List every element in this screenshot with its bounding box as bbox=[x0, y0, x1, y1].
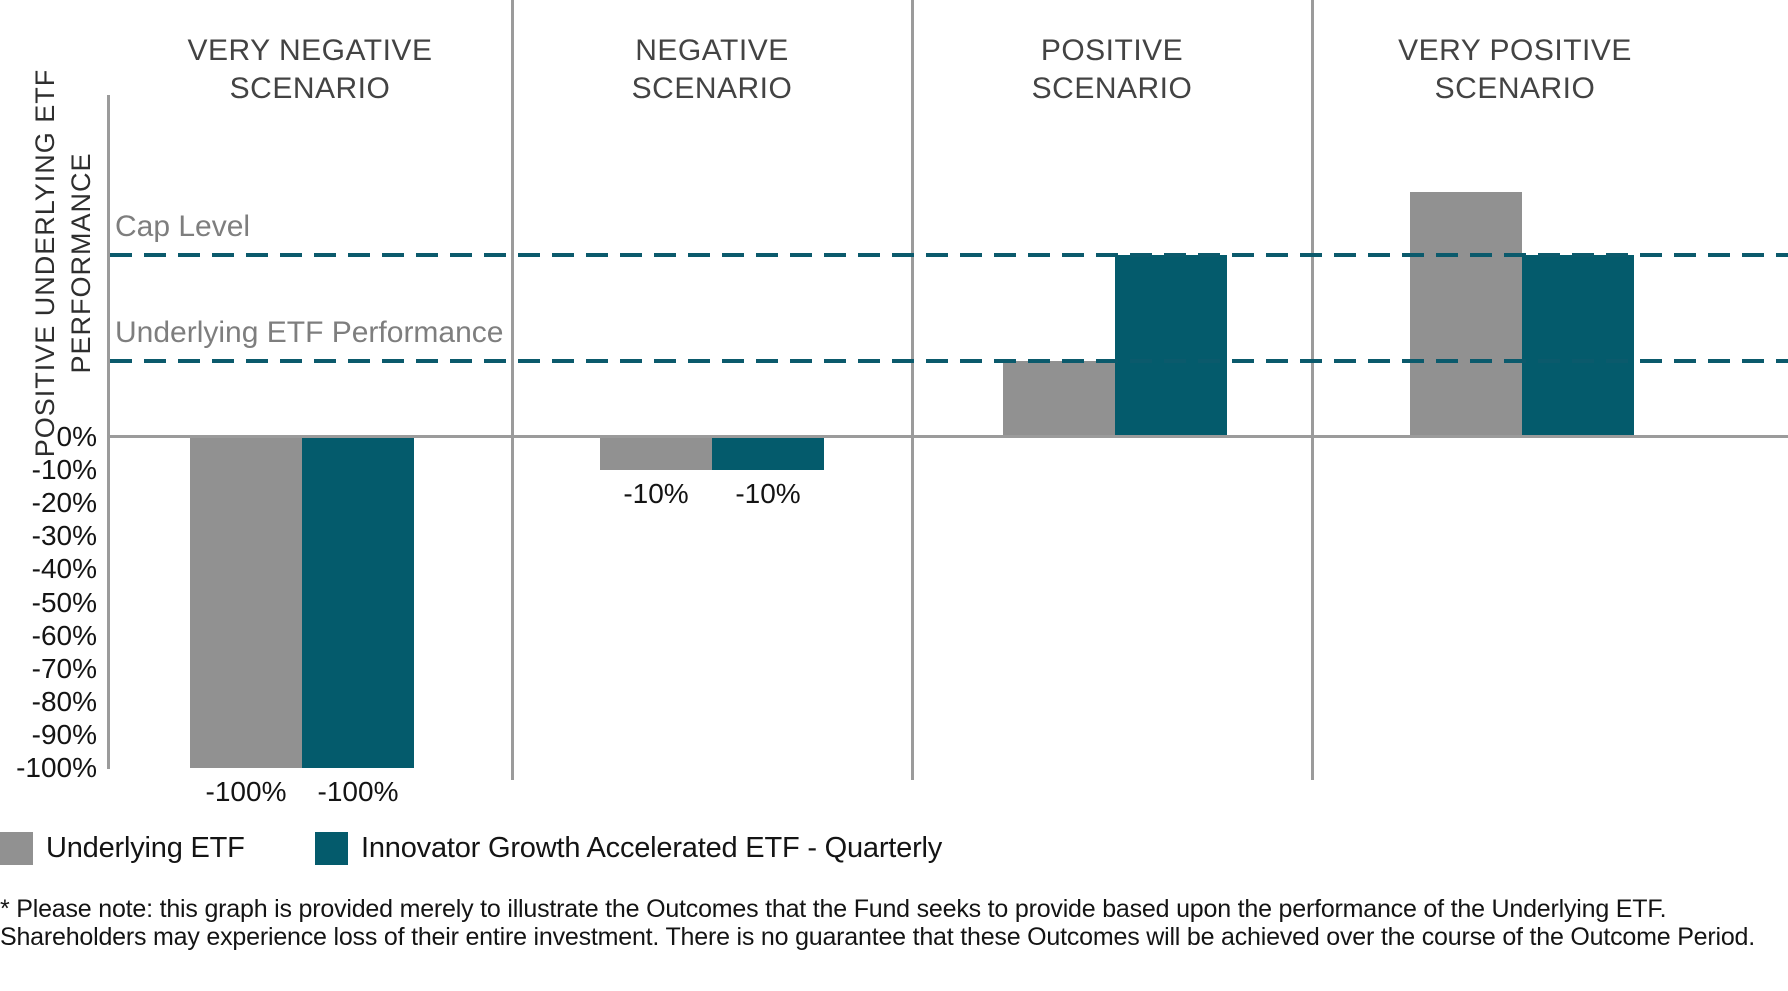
bar-innovator-etf bbox=[1115, 254, 1227, 437]
underlying-etf-performance-line bbox=[110, 358, 1788, 363]
scenario-header-negative: NEGATIVE SCENARIO bbox=[631, 34, 793, 105]
y-tick-label: -80% bbox=[31, 685, 97, 717]
y-tick-label: -100% bbox=[16, 752, 97, 783]
cap-level-line bbox=[110, 252, 1788, 257]
legend-label-innovator-etf: Innovator Growth Accelerated ETF - Quart… bbox=[361, 832, 943, 864]
y-axis-line bbox=[107, 95, 110, 769]
bar-innovator-etf bbox=[1522, 254, 1634, 437]
y-tick-label: 0% bbox=[56, 421, 97, 452]
y-tick-label: -70% bbox=[31, 652, 97, 684]
bar-underlying-etf bbox=[1410, 192, 1522, 437]
scenario-header-very-negative: VERY NEGATIVE SCENARIO bbox=[187, 34, 433, 105]
zero-baseline bbox=[107, 435, 1788, 438]
legend-item-innovator-etf: Innovator Growth Accelerated ETF - Quart… bbox=[315, 832, 942, 865]
bar-value-label: -10% bbox=[623, 478, 689, 510]
y-tick-label: -10% bbox=[31, 454, 97, 486]
bar-value-label: -100% bbox=[205, 776, 287, 807]
footnote-text: * Please note: this graph is provided me… bbox=[0, 895, 1756, 951]
legend-item-underlying-etf: Underlying ETF bbox=[0, 832, 245, 865]
bar-underlying-etf bbox=[600, 437, 712, 471]
legend-swatch-underlying-etf bbox=[0, 832, 33, 865]
underlying-etf-performance-label: Underlying ETF Performance bbox=[115, 315, 504, 349]
scenario-header-positive: POSITIVE SCENARIO bbox=[1031, 34, 1193, 105]
bar-value-label: -10% bbox=[735, 478, 801, 510]
bar-underlying-etf bbox=[1003, 360, 1115, 437]
bar-innovator-etf bbox=[712, 437, 824, 471]
y-tick-label: -90% bbox=[31, 718, 97, 750]
column-divider-1 bbox=[511, 0, 514, 780]
legend-swatch-innovator-etf bbox=[315, 832, 348, 865]
cap-level-label: Cap Level bbox=[115, 209, 251, 243]
y-tick-label: -40% bbox=[31, 553, 97, 585]
y-tick-label: -20% bbox=[31, 487, 97, 519]
bar-value-label: -100% bbox=[317, 776, 399, 807]
y-tick-label: -50% bbox=[31, 586, 97, 618]
column-divider-2 bbox=[911, 0, 914, 780]
scenario-header-very-positive: VERY POSITIVE SCENARIO bbox=[1398, 34, 1632, 105]
bar-innovator-etf bbox=[302, 437, 414, 768]
y-tick-label: -30% bbox=[31, 520, 97, 552]
y-axis-title: POSITIVE UNDERLYING ETF PERFORMANCE bbox=[30, 68, 96, 458]
column-divider-3 bbox=[1311, 0, 1314, 780]
bar-underlying-etf bbox=[190, 437, 302, 768]
legend-label-underlying-etf: Underlying ETF bbox=[46, 832, 245, 864]
y-tick-label: -60% bbox=[31, 619, 97, 651]
